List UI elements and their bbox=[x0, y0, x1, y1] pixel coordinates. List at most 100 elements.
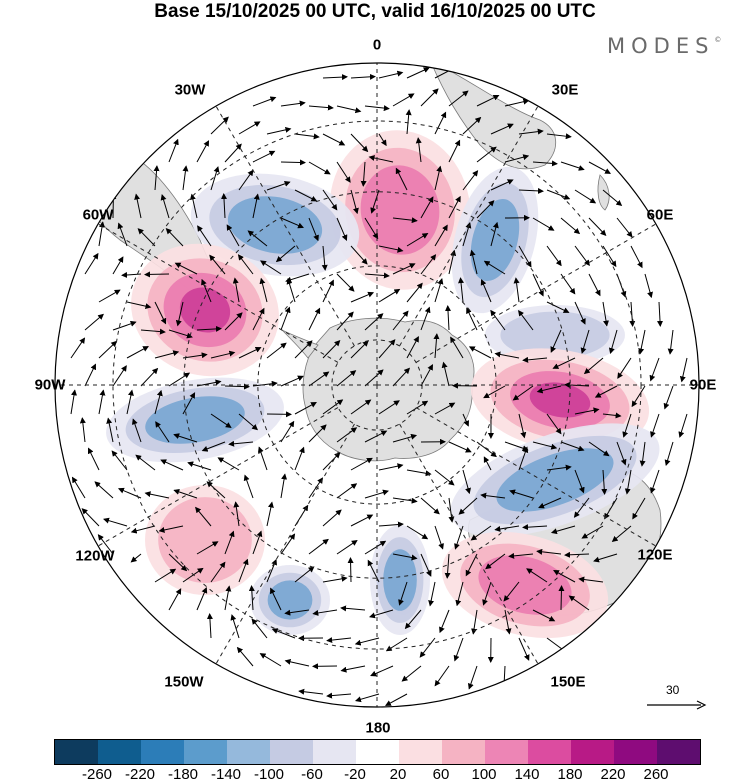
meridian bbox=[97, 223, 339, 363]
wind-arrow bbox=[131, 418, 142, 443]
wind-arrow bbox=[168, 553, 188, 572]
wind-arrow bbox=[588, 273, 601, 297]
wind-arrow bbox=[154, 568, 177, 583]
wind-arrow bbox=[444, 553, 451, 579]
wind-arrow bbox=[378, 463, 404, 471]
wind-arrow bbox=[182, 165, 189, 191]
wind-arrow bbox=[526, 568, 548, 583]
wind-arrow bbox=[378, 288, 401, 303]
wind-arrow bbox=[471, 609, 478, 635]
wind-arrow bbox=[370, 189, 380, 214]
wind-arrow bbox=[490, 179, 514, 191]
wind-arrow bbox=[224, 312, 243, 331]
ridge-tasman-level-3 bbox=[478, 555, 572, 615]
wind-arrow bbox=[490, 221, 499, 247]
wind-arrow bbox=[546, 133, 572, 140]
wind-arrow bbox=[210, 116, 229, 135]
wind-arrow bbox=[336, 217, 348, 241]
wind-arrow bbox=[550, 525, 576, 535]
wind-arrow bbox=[420, 364, 433, 387]
wind-arrow bbox=[364, 489, 389, 499]
wind-arrow bbox=[503, 581, 520, 602]
wind-arrow bbox=[112, 320, 137, 331]
brand-logo: MODES© bbox=[607, 34, 721, 58]
longitude-label-90e: 90E bbox=[689, 376, 717, 394]
wind-arrow bbox=[173, 489, 198, 499]
wind-arrow bbox=[196, 325, 222, 332]
wind-arrow bbox=[84, 313, 104, 331]
wind-arrow bbox=[238, 121, 261, 135]
wind-arrow bbox=[322, 509, 342, 527]
wind-arrow bbox=[434, 111, 447, 135]
colorbar-swatch-14 bbox=[657, 740, 700, 764]
wind-arrow bbox=[350, 73, 376, 80]
wind-arrow bbox=[243, 474, 254, 499]
wind-arrow bbox=[553, 570, 576, 583]
wind-arrow bbox=[378, 70, 404, 79]
wind-arrow bbox=[84, 252, 99, 275]
wind-arrow bbox=[154, 389, 163, 415]
wind-arrow bbox=[94, 481, 114, 499]
wind-arrow bbox=[504, 98, 530, 107]
wind-arrow bbox=[522, 356, 548, 363]
colorbar bbox=[54, 739, 701, 765]
wind-arrow bbox=[631, 385, 646, 408]
colorbar-tick: 60 bbox=[432, 766, 450, 783]
trough-southeast-pacific-level-3 bbox=[145, 396, 245, 444]
wind-arrow bbox=[360, 161, 367, 187]
wind-arrow bbox=[392, 263, 416, 275]
wind-arrow bbox=[546, 189, 571, 200]
wind-arrow bbox=[81, 508, 100, 527]
wind-arrow bbox=[602, 412, 622, 419]
wind-arrow bbox=[266, 342, 287, 359]
wind-arrow bbox=[140, 328, 166, 335]
wind-arrow bbox=[532, 609, 556, 622]
wind-arrow bbox=[168, 372, 191, 387]
wind-arrow bbox=[137, 228, 156, 247]
wind-arrow bbox=[448, 441, 472, 453]
colorbar-swatch-12 bbox=[571, 740, 614, 764]
wind-arrow bbox=[308, 104, 334, 111]
wind-arrow bbox=[588, 217, 607, 236]
longitude-label-60e: 60E bbox=[646, 206, 674, 224]
wind-arrow bbox=[70, 337, 86, 359]
wind-arrow bbox=[439, 609, 450, 634]
wind-arrow bbox=[462, 469, 471, 495]
wind-arrow bbox=[280, 159, 306, 166]
wind-arrow bbox=[392, 217, 418, 224]
wind-arrow bbox=[196, 586, 208, 611]
colorbar-tick: -140 bbox=[210, 766, 242, 783]
wind-arrow bbox=[347, 557, 354, 583]
wind-arrow bbox=[247, 230, 268, 247]
wind-arrow bbox=[189, 193, 198, 219]
wind-arrow bbox=[602, 189, 623, 207]
wind-arrow bbox=[532, 217, 555, 231]
meridian bbox=[415, 407, 657, 547]
wind-arrow bbox=[266, 126, 292, 135]
wind-arrow bbox=[364, 217, 379, 240]
wind-arrow bbox=[224, 585, 232, 611]
wind-arrow bbox=[165, 227, 184, 247]
wind-arrow bbox=[602, 301, 609, 327]
trough-south-pacific bbox=[250, 565, 330, 635]
wind-arrow bbox=[509, 489, 534, 499]
wind-arrow bbox=[275, 245, 296, 263]
wind-arrow bbox=[182, 567, 204, 583]
wind-arrow bbox=[340, 605, 366, 612]
wind-arrow bbox=[221, 193, 227, 219]
wind-arrow bbox=[286, 278, 296, 303]
colorbar-tick: -180 bbox=[167, 766, 199, 783]
wind-arrow bbox=[546, 301, 570, 313]
ridge-south-pacific-level-2 bbox=[158, 497, 252, 583]
wind-arrow bbox=[406, 233, 429, 247]
wind-arrow bbox=[420, 88, 439, 107]
wind-arrow bbox=[322, 452, 341, 471]
colorbar-swatch-7 bbox=[356, 740, 399, 764]
wind-arrow bbox=[624, 469, 632, 495]
wind-arrow bbox=[350, 340, 369, 359]
wind-arrow bbox=[280, 473, 288, 499]
wind-arrow bbox=[532, 273, 544, 297]
wind-arrow bbox=[308, 538, 329, 555]
wind-arrow bbox=[224, 143, 242, 163]
